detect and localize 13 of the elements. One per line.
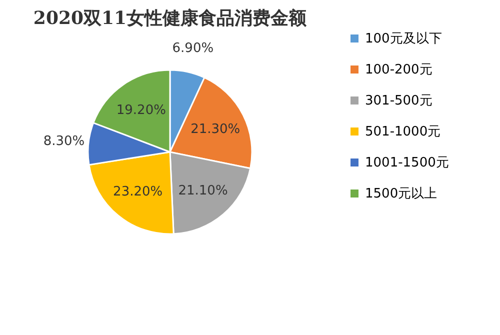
legend-label: 301-500元 — [365, 94, 432, 108]
legend-label: 1500元以上 — [365, 186, 438, 202]
data-label: 21.30% — [190, 122, 240, 138]
data-label: 21.10% — [178, 184, 228, 199]
legend-label: 100-200元 — [365, 62, 432, 78]
legend-label: 501-1000元 — [365, 124, 441, 140]
data-label: 6.90% — [172, 40, 214, 56]
legend-label: 1001-1500元 — [365, 156, 449, 170]
data-label: 19.20% — [116, 103, 166, 118]
data-label: 23.20% — [113, 184, 163, 200]
data-label: 8.30% — [43, 134, 85, 149]
legend-label: 100元及以下 — [365, 32, 442, 46]
chart-title: 2020双11女性健康食品消费金额 — [33, 8, 308, 29]
